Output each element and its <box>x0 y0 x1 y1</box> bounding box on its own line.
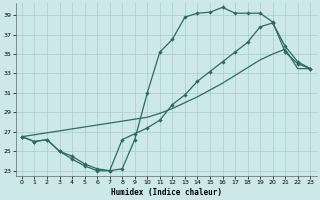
X-axis label: Humidex (Indice chaleur): Humidex (Indice chaleur) <box>111 188 221 197</box>
